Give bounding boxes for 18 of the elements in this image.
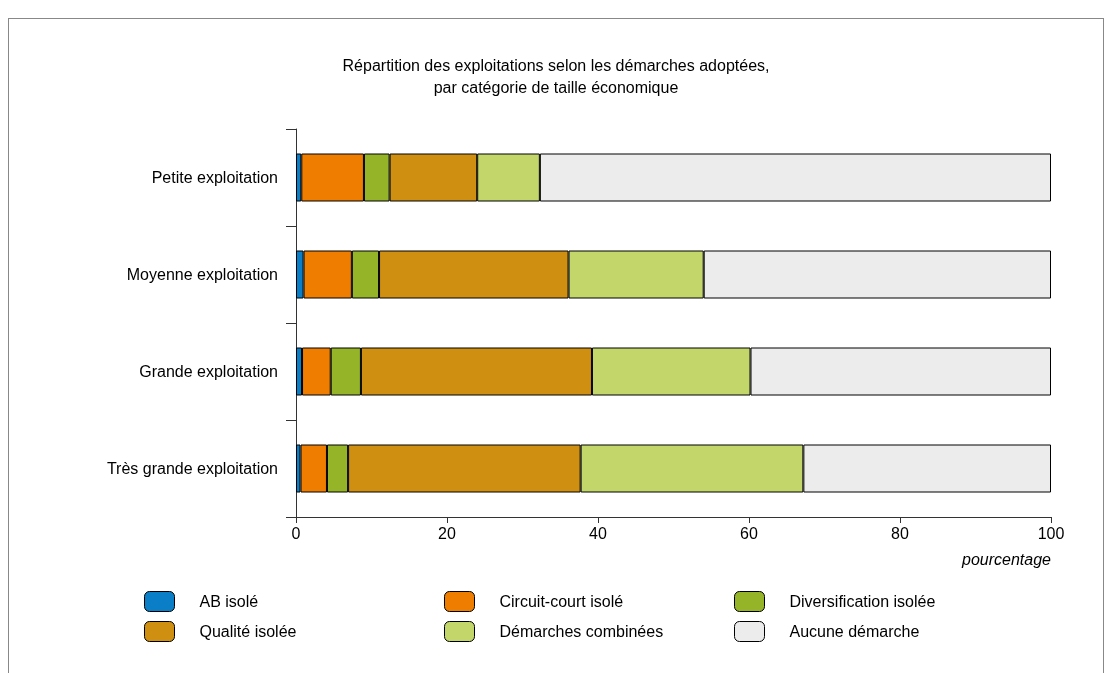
legend-label: Aucune démarche (789, 623, 920, 640)
x-tick-label: 0 (291, 524, 301, 542)
legend-label: Qualité isolée (199, 623, 297, 640)
y-tick-label: Moyenne exploitation (126, 266, 278, 283)
y-tick-label: Petite exploitation (151, 169, 278, 186)
x-tick-label: 100 (1037, 524, 1065, 542)
x-axis-title: pourcentage (961, 550, 1052, 568)
chart-title: Répartition des exploitations selon les démarches adoptées, par catégorie de taille économique (342, 56, 770, 96)
y-tick-label: Grande exploitation (139, 363, 278, 380)
legend-label: Circuit-court isolé (499, 593, 624, 610)
x-tick-label: 80 (891, 524, 909, 542)
legend-label: AB isolé (199, 593, 259, 610)
x-tick-label: 20 (438, 524, 456, 542)
x-tick-label: 40 (589, 524, 607, 542)
legend-label: Démarches combinées (499, 623, 664, 640)
x-tick-label: 60 (740, 524, 758, 542)
legend-label: Diversification isolée (789, 593, 936, 610)
y-tick-label: Très grande exploitation (106, 460, 278, 477)
